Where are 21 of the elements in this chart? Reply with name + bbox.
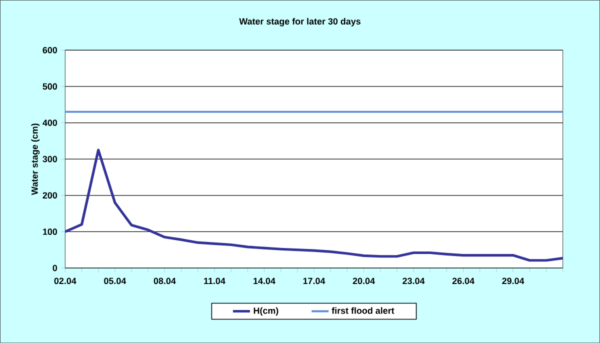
y-tick-label: 0: [52, 264, 58, 272]
y-tick-label: 300: [42, 156, 58, 162]
y-tick-label: 100: [43, 228, 58, 235]
x-tick-label: 08.04: [154, 278, 176, 284]
x-tick-label: 11.04: [204, 278, 226, 284]
y-tick-label: 400: [42, 120, 58, 126]
x-tick-label: 20.04: [352, 278, 375, 284]
x-tick-label: 14.04: [254, 278, 276, 284]
legend-label: H(cm): [254, 307, 278, 316]
x-tick-label: 02.04: [54, 278, 76, 284]
x-tick-label: 26.04: [452, 278, 474, 284]
y-tick-label: 200: [42, 192, 58, 198]
legend-label: first flood alert: [332, 307, 394, 314]
chart-title: Water stage for later 30 days: [239, 18, 360, 26]
y-axis-title: Water stage (cm): [31, 124, 40, 195]
x-tick-label: 29.04: [502, 278, 524, 284]
x-tick-label: 23.04: [402, 278, 425, 284]
x-tick-label: 05.04: [104, 278, 126, 284]
x-tick-label: 17.04: [303, 278, 326, 284]
y-tick-label: 500: [42, 83, 58, 90]
y-tick-label: 600: [42, 46, 58, 54]
